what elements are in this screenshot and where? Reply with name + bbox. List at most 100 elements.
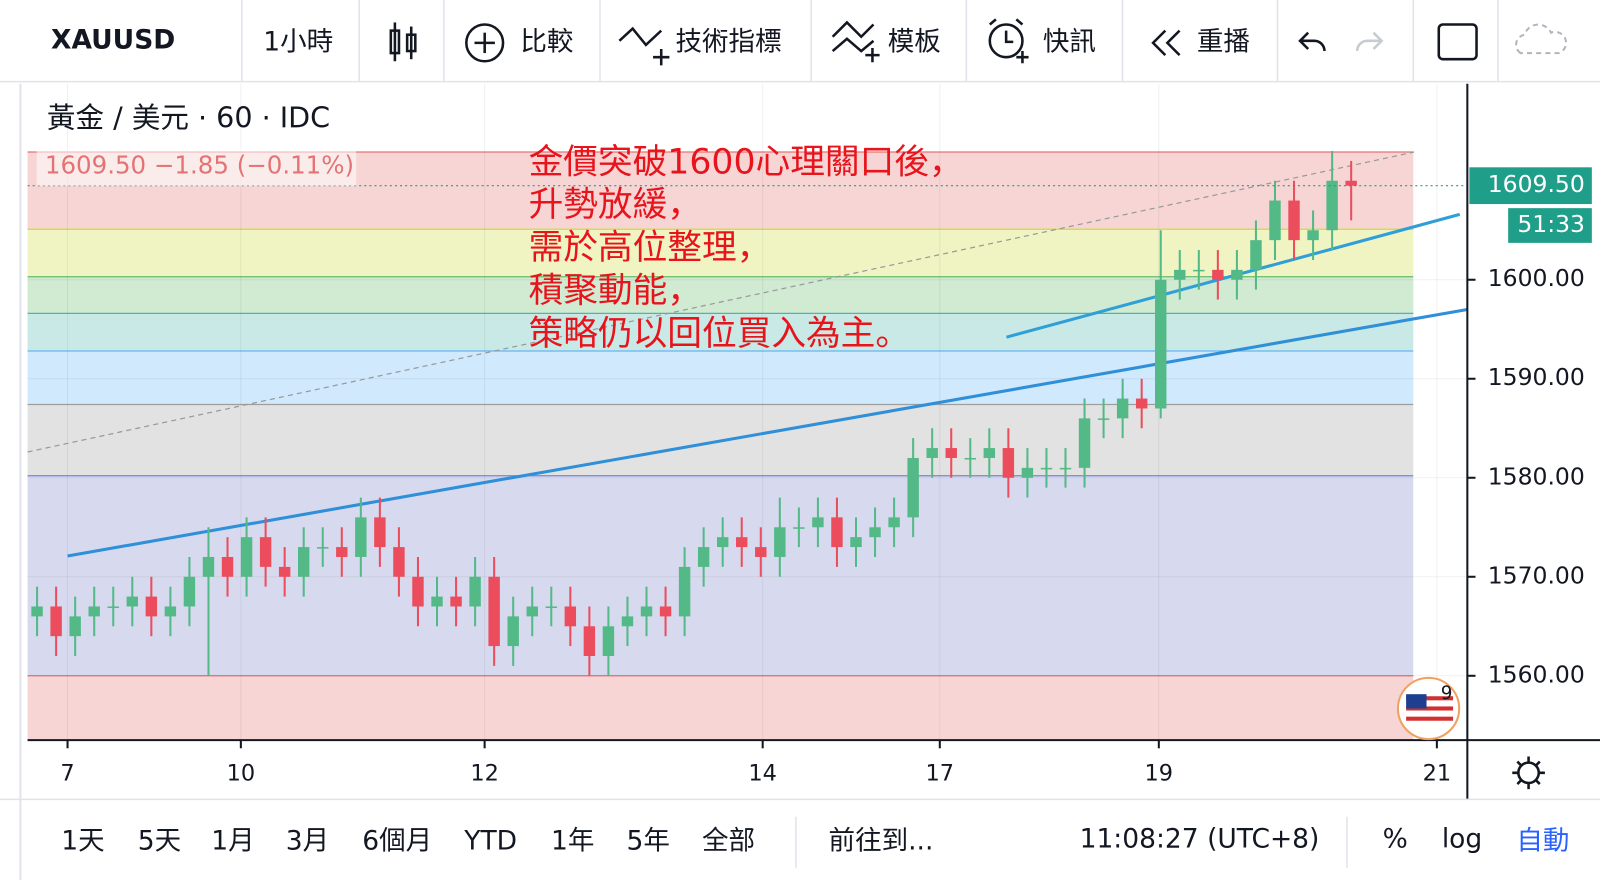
candle-body (583, 626, 596, 656)
candle-body (1345, 180, 1357, 186)
candle-body (50, 606, 62, 637)
y-tick-label: 1590.00 (1488, 363, 1585, 391)
redo[interactable] (1355, 31, 1384, 52)
x-tick-label: 7 (60, 760, 74, 786)
candle-body (564, 606, 577, 627)
candle-body (1193, 269, 1205, 272)
candle-body (1250, 240, 1262, 270)
legend-title: 黃金 / 美元 · 60 · IDC (47, 100, 330, 134)
candle-body (526, 606, 538, 617)
candle-body (1231, 269, 1243, 280)
candle-body (697, 547, 710, 567)
candle-body (602, 626, 615, 656)
alerts[interactable]: 快訊 (1043, 26, 1096, 57)
layout-icon[interactable] (1437, 23, 1478, 61)
auto-toggle[interactable]: 自動 (1516, 826, 1569, 857)
indicator-icon[interactable] (618, 26, 670, 66)
interval[interactable]: 1小時 (263, 26, 333, 57)
candle-body (1078, 418, 1091, 468)
annotation-line: 策略仍以回位買入為主。 (529, 314, 910, 354)
candle-body (126, 596, 139, 607)
candle-body (202, 556, 215, 577)
goto[interactable]: 前往到... (829, 826, 934, 857)
flag-badge[interactable]: 9 (1396, 676, 1461, 741)
candle-body (869, 527, 881, 538)
price-tag-label: 1609.50 (1488, 170, 1585, 198)
candle-body (88, 606, 100, 617)
candle-body (545, 606, 557, 609)
bottom-bar: 前往到... 11:08:27 (UTC+8) % log 自動 1天 5天 1月 3… (61, 816, 1569, 868)
candle-body (678, 566, 691, 617)
range-button[interactable]: 6個月 (362, 826, 432, 857)
candle-body (488, 576, 500, 647)
range-button[interactable]: 1月 (211, 826, 254, 857)
x-tick-label: 14 (748, 760, 777, 786)
candle-body (812, 517, 824, 528)
settings-icon[interactable] (1512, 756, 1545, 790)
replay-icon[interactable] (1151, 29, 1181, 57)
clock: 11:08:27 (UTC+8) (1080, 824, 1320, 855)
candle-body (507, 616, 519, 647)
plot (27, 83, 1476, 749)
candle-body (107, 606, 119, 609)
compare[interactable]: 比較 (520, 26, 573, 57)
candle-body (1155, 279, 1167, 409)
candle-body (755, 547, 767, 557)
undo[interactable] (1298, 31, 1326, 52)
alert-icon[interactable] (988, 18, 1029, 64)
replay[interactable]: 重播 (1197, 26, 1250, 57)
x-tick-label: 17 (926, 760, 955, 786)
y-tick-label: 1600.00 (1488, 264, 1585, 292)
range-button[interactable]: 全部 (702, 826, 755, 857)
range-button[interactable]: 5年 (627, 826, 670, 857)
cloud-icon[interactable] (1515, 23, 1568, 55)
candle-body (393, 547, 405, 577)
range-button[interactable]: 5天 (138, 826, 181, 857)
trendline (27, 151, 1415, 453)
candle-body (469, 576, 481, 607)
candle-body (183, 576, 196, 607)
candle-body (278, 566, 291, 577)
range-button[interactable]: 3月 (286, 826, 329, 857)
candle-body (317, 547, 329, 549)
range-button[interactable]: 1年 (551, 826, 594, 857)
candle-body (1040, 467, 1053, 470)
range-button[interactable]: YTD (463, 826, 517, 857)
candle-body (1135, 398, 1148, 409)
y-tick-label: 1570.00 (1488, 561, 1585, 589)
y-tick-label: 1580.00 (1488, 462, 1585, 490)
candle-body (355, 517, 367, 557)
candle-body (164, 606, 177, 617)
symbol[interactable]: XAUUSD (51, 24, 175, 55)
candle-body (659, 606, 672, 617)
price-change: 1609.50 −1.85 (−0.11%) (45, 150, 354, 179)
candle-body (850, 537, 862, 548)
chart-type-icon[interactable] (389, 22, 417, 62)
candle-body (621, 616, 634, 627)
templates[interactable]: 模板 (888, 26, 941, 57)
candle-body (1059, 467, 1072, 470)
candle-body (907, 457, 919, 518)
percent-toggle[interactable]: % (1383, 824, 1408, 855)
candle-body (1097, 418, 1110, 420)
candle-body (640, 606, 653, 617)
candle-body (259, 537, 272, 567)
compare-icon[interactable] (465, 23, 505, 63)
candle-body (774, 527, 786, 557)
candle-body (716, 537, 729, 548)
candle-body (1174, 269, 1186, 280)
candle-body (1288, 200, 1300, 241)
annotation-line: 積聚動能， (529, 271, 702, 311)
fib-band (27, 475, 1414, 676)
badge-count: 9 (1441, 683, 1453, 704)
candle-body (1269, 200, 1281, 241)
x-tick-label: 19 (1145, 760, 1174, 786)
fib-band (27, 675, 1414, 741)
indicators[interactable]: 技術指標 (676, 26, 782, 57)
range-button[interactable]: 1天 (61, 826, 104, 857)
candle-body (450, 596, 462, 607)
log-toggle[interactable]: log (1442, 824, 1482, 855)
candle-body (69, 616, 81, 637)
candle-body (240, 537, 253, 577)
